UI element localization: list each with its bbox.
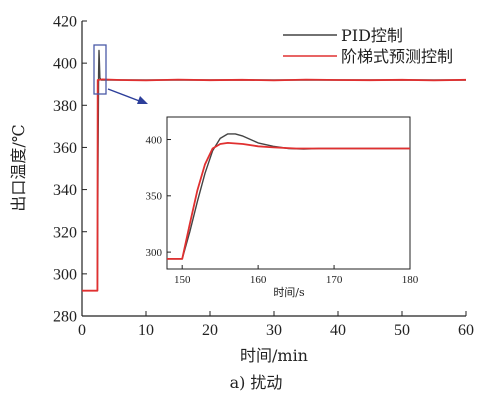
main-x-tick-label: 0 bbox=[78, 322, 86, 339]
main-y-tick-label: 420 bbox=[53, 14, 77, 31]
main-x-tick-label: 30 bbox=[266, 322, 282, 339]
legend: PID控制 阶梯式预测控制 bbox=[283, 26, 453, 66]
zoom-highlight-box bbox=[93, 44, 107, 95]
zoom-arrow-shaft bbox=[107, 88, 143, 103]
main-y-tick-label: 320 bbox=[53, 224, 77, 241]
main-x-tick-label: 40 bbox=[330, 322, 346, 339]
main-series-step-predictive-line bbox=[82, 78, 467, 292]
main-y-tick-label: 360 bbox=[53, 140, 77, 157]
main-x-tick-label: 60 bbox=[458, 322, 474, 339]
main-x-tick-label: 20 bbox=[202, 322, 218, 339]
inset-y-tick-label: 300 bbox=[146, 247, 163, 259]
legend-label-pid: PID控制 bbox=[341, 26, 403, 45]
main-series-group bbox=[82, 49, 467, 292]
inset-x-tick-label: 180 bbox=[402, 274, 419, 286]
main-y-tick-label: 400 bbox=[53, 56, 77, 73]
inset-series-step-predictive-line bbox=[167, 141, 410, 260]
main-y-tick-label: 300 bbox=[53, 266, 77, 283]
main-x-tick-label: 10 bbox=[138, 322, 154, 339]
main-ticks: 0 10 20 30 40 50 60 280 300 320 340 360 380 400 420 bbox=[53, 14, 474, 339]
inset-ticks: 150 160 170 180 300 350 400 bbox=[146, 134, 419, 286]
main-y-axis-label: 出口温度/℃ bbox=[9, 124, 28, 211]
main-x-tick-label: 50 bbox=[394, 322, 410, 339]
main-x-axis-label: 时间/min bbox=[240, 346, 308, 365]
figure-caption: a) 扰动 bbox=[230, 373, 283, 392]
main-y-tick-label: 280 bbox=[53, 309, 77, 326]
inset-x-tick-label: 150 bbox=[174, 274, 191, 286]
zoom-arrow-head bbox=[137, 96, 148, 104]
inset-y-tick-label: 400 bbox=[146, 134, 163, 146]
inset-series-group bbox=[167, 133, 410, 260]
inset-frame bbox=[166, 116, 411, 270]
inset-background bbox=[167, 117, 410, 269]
inset-x-tick-label: 170 bbox=[326, 274, 343, 286]
main-y-tick-label: 380 bbox=[53, 98, 77, 115]
inset-x-axis-label: 时间/s bbox=[273, 286, 305, 299]
inset-y-tick-label: 350 bbox=[146, 191, 163, 203]
main-y-tick-label: 340 bbox=[53, 182, 77, 199]
legend-label-step: 阶梯式预测控制 bbox=[341, 47, 453, 66]
inset-x-tick-label: 160 bbox=[250, 274, 267, 286]
